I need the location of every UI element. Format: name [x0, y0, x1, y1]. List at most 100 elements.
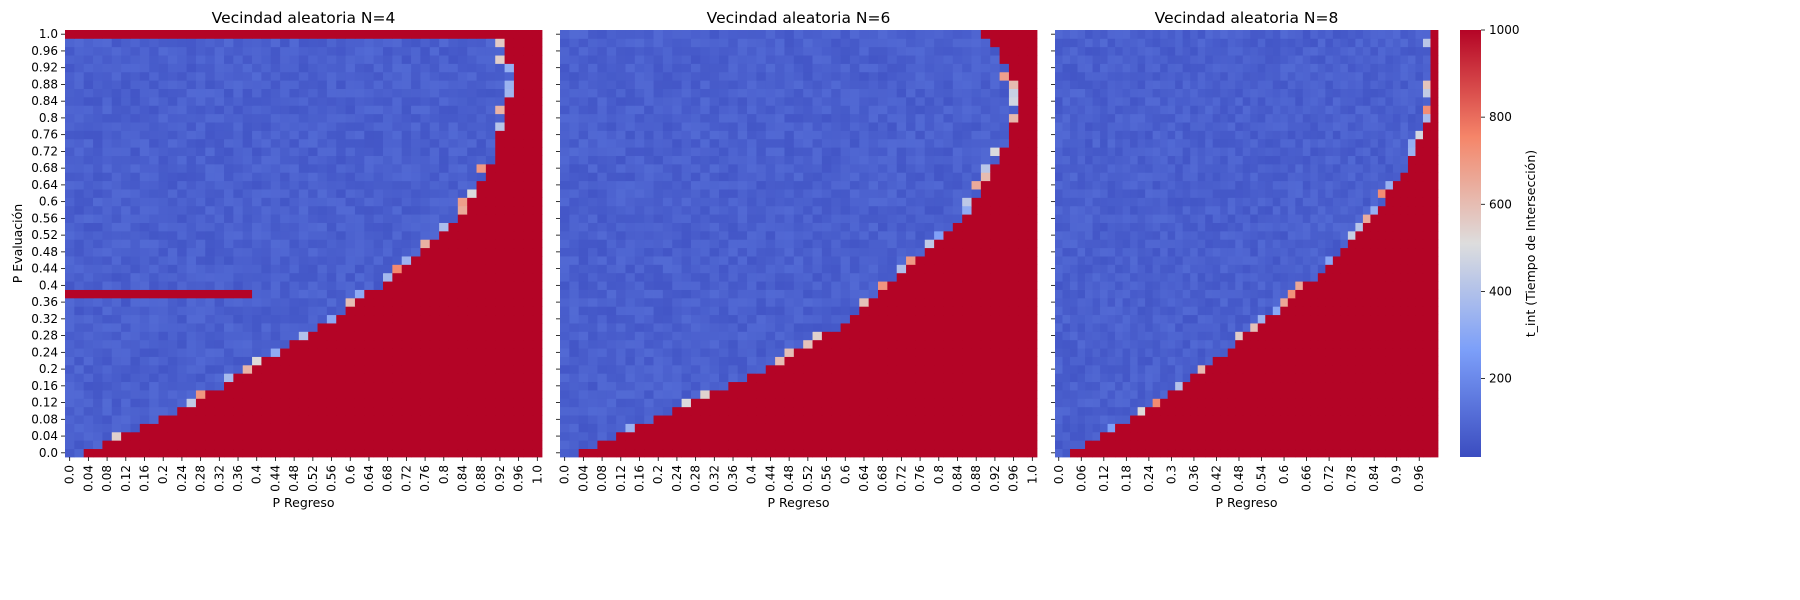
- heatmap-cell: [485, 147, 496, 156]
- heatmap-cell: [149, 113, 159, 123]
- heatmap-cell: [578, 373, 589, 383]
- heatmap-cell: [672, 306, 682, 316]
- heatmap-cell: [765, 122, 776, 131]
- heatmap-cell: [383, 105, 393, 115]
- heatmap-cell: [308, 222, 318, 232]
- heatmap-cell: [326, 264, 337, 274]
- heatmap-cell: [644, 239, 654, 249]
- heatmap-cell: [252, 38, 262, 48]
- heatmap-cell: [354, 289, 365, 299]
- heatmap-cell: [728, 339, 739, 349]
- heatmap-cell: [298, 180, 309, 190]
- heatmap-cell: [934, 113, 944, 123]
- heatmap-cell: [868, 88, 879, 98]
- heatmap-cell: [999, 230, 1010, 240]
- heatmap-cell: [765, 297, 776, 307]
- heatmap-cell: [364, 147, 375, 156]
- heatmap-cell: [65, 356, 75, 366]
- heatmap-cell: [167, 122, 178, 131]
- heatmap-cell: [868, 398, 879, 408]
- heatmap-cell: [383, 189, 393, 198]
- heatmap-cell: [523, 264, 534, 274]
- heatmap-cell: [495, 88, 505, 98]
- heatmap-cell: [700, 423, 711, 433]
- heatmap-cell: [457, 314, 468, 324]
- heatmap-cell: [111, 339, 122, 349]
- heatmap-cell: [383, 222, 393, 232]
- heatmap-cell: [532, 96, 543, 106]
- heatmap-cell: [121, 297, 131, 307]
- heatmap-cell: [495, 138, 505, 148]
- heatmap-cell: [952, 356, 963, 366]
- heatmap-cell: [859, 431, 870, 441]
- heatmap-cell: [924, 172, 935, 182]
- y-tick-label: 0.92: [31, 61, 58, 75]
- heatmap-cell: [868, 138, 879, 148]
- heatmap-cell: [737, 163, 748, 173]
- heatmap-cell: [364, 373, 375, 383]
- heatmap-cell: [457, 138, 468, 148]
- heatmap-cell: [102, 46, 113, 56]
- heatmap-cell: [364, 172, 375, 182]
- heatmap-cell: [195, 398, 206, 408]
- heatmap-cell: [578, 289, 589, 299]
- heatmap-cell: [74, 356, 85, 366]
- heatmap-cell: [1018, 348, 1029, 357]
- heatmap-cell: [532, 197, 543, 207]
- heatmap-cell: [868, 113, 879, 123]
- heatmap-cell: [924, 423, 935, 433]
- heatmap-cell: [392, 406, 403, 416]
- heatmap-cell: [971, 172, 982, 182]
- heatmap-cell: [214, 63, 225, 73]
- heatmap-cell: [952, 197, 963, 207]
- heatmap-cell: [205, 331, 216, 341]
- heatmap-cell: [205, 289, 216, 299]
- heatmap-cell: [952, 230, 963, 240]
- heatmap-cell: [448, 431, 459, 441]
- heatmap-cell: [849, 197, 860, 207]
- heatmap-cell: [130, 122, 141, 131]
- heatmap-cell: [672, 172, 682, 182]
- heatmap-cell: [700, 415, 711, 424]
- heatmap-cell: [373, 189, 384, 198]
- heatmap-cell: [831, 256, 841, 265]
- heatmap-cell: [1027, 331, 1038, 341]
- heatmap-cell: [457, 356, 468, 366]
- heatmap-cell: [952, 306, 963, 316]
- heatmap-cell: [364, 214, 375, 223]
- heatmap-cell: [672, 122, 682, 131]
- heatmap-cell: [821, 122, 832, 131]
- heatmap-cell: [439, 415, 449, 424]
- heatmap-cell: [915, 205, 926, 215]
- heatmap-cell: [523, 172, 534, 182]
- heatmap-cell: [74, 38, 85, 48]
- heatmap-cell: [83, 113, 94, 123]
- heatmap-cell: [149, 230, 159, 240]
- heatmap-cell: [588, 96, 598, 106]
- heatmap-cell: [139, 147, 150, 156]
- heatmap-cell: [130, 339, 141, 349]
- heatmap-cell: [840, 373, 851, 383]
- heatmap-cell: [504, 147, 515, 156]
- heatmap-cell: [401, 96, 412, 106]
- heatmap-cell: [952, 364, 963, 374]
- heatmap-cell: [513, 440, 524, 450]
- heatmap-cell: [476, 71, 487, 81]
- heatmap-cell: [821, 356, 832, 366]
- heatmap-cell: [588, 205, 598, 215]
- heatmap-cell: [681, 264, 692, 274]
- heatmap-cell: [420, 440, 431, 450]
- heatmap-cell: [747, 281, 757, 290]
- heatmap-cell: [971, 180, 982, 190]
- heatmap-cell: [681, 331, 692, 341]
- heatmap-cell: [578, 189, 589, 198]
- heatmap-cell: [149, 306, 159, 316]
- heatmap-cell: [588, 222, 598, 232]
- heatmap-cell: [943, 323, 954, 332]
- heatmap-cell: [719, 323, 729, 332]
- heatmap-cell: [373, 80, 384, 90]
- heatmap-cell: [83, 339, 94, 349]
- heatmap-cell: [934, 440, 944, 450]
- heatmap-cell: [354, 197, 365, 207]
- heatmap-cell: [634, 289, 645, 299]
